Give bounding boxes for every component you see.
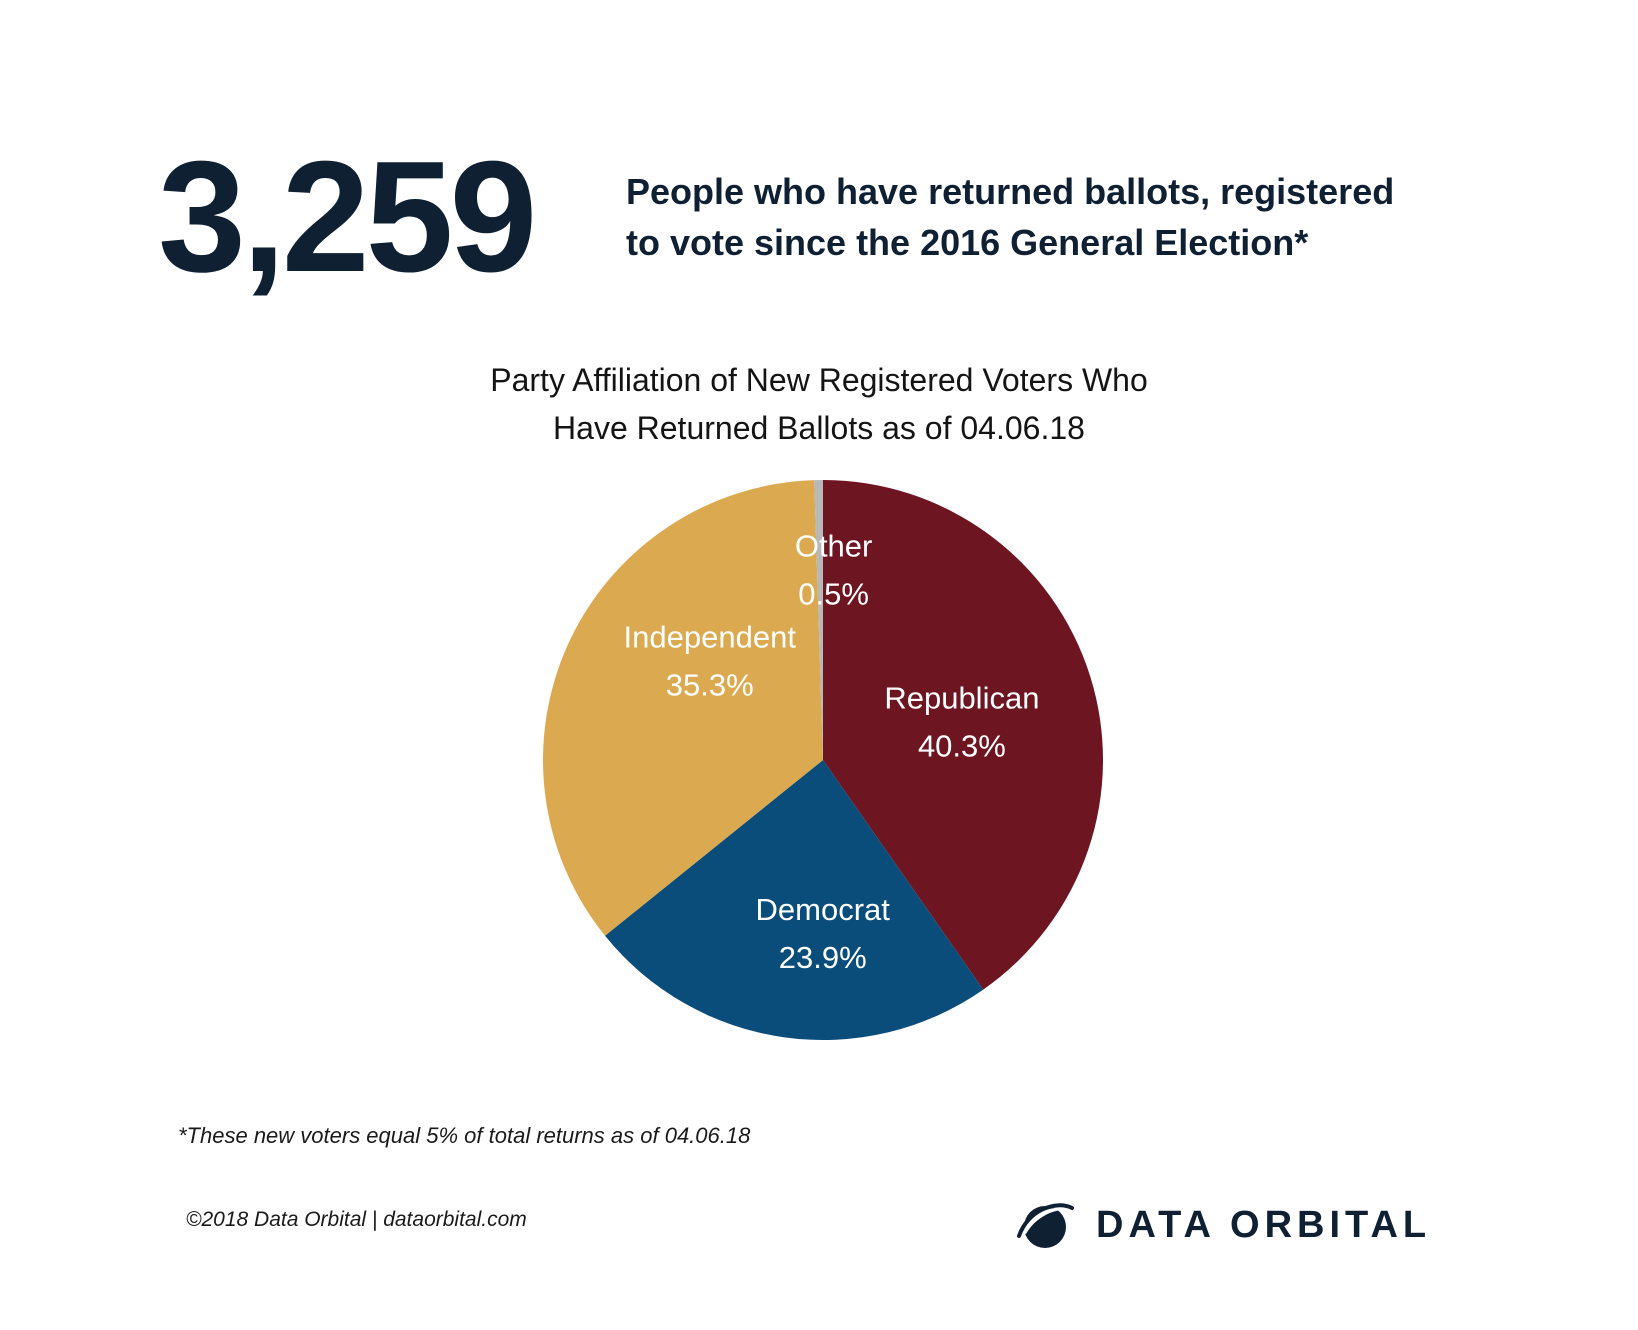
chart-title: Party Affiliation of New Registered Vote…	[0, 356, 1638, 452]
slice-value-democrat: 23.9%	[779, 940, 867, 975]
pie-slice-independent	[543, 480, 823, 936]
slice-name-other: Other	[795, 528, 873, 563]
headline-line-1: People who have returned ballots, regist…	[626, 171, 1395, 212]
pie-slice-democrat	[605, 760, 984, 1040]
orbit-globe-icon	[1017, 1203, 1074, 1248]
footnote: *These new voters equal 5% of total retu…	[178, 1123, 751, 1148]
chart-title-line-1: Party Affiliation of New Registered Vote…	[490, 362, 1148, 398]
slice-value-independent: 35.3%	[666, 668, 754, 703]
pie-slice-republican	[823, 480, 1103, 990]
headline-number: 3,259	[158, 129, 537, 305]
slice-name-independent: Independent	[624, 620, 797, 655]
brand-name: DATA ORBITAL	[1096, 1203, 1432, 1246]
copyright: ©2018 Data Orbital | dataorbital.com	[186, 1208, 527, 1231]
slice-name-democrat: Democrat	[756, 892, 891, 927]
pie-chart: Republican 40.3% Democrat 23.9% Independent 3…	[543, 480, 1103, 1040]
pie-slice-other	[814, 480, 823, 760]
slice-value-republican: 40.3%	[918, 728, 1006, 763]
slice-name-republican: Republican	[884, 680, 1039, 715]
headline-line-2: to vote since the 2016 General Election*	[626, 222, 1309, 264]
headline-text: People who have returned ballots, regist…	[626, 166, 1506, 268]
chart-title-line-2: Have Returned Ballots as of 04.06.18	[553, 410, 1085, 446]
slice-value-other: 0.5%	[798, 576, 869, 611]
brand: DATA ORBITAL	[1016, 1196, 1431, 1254]
